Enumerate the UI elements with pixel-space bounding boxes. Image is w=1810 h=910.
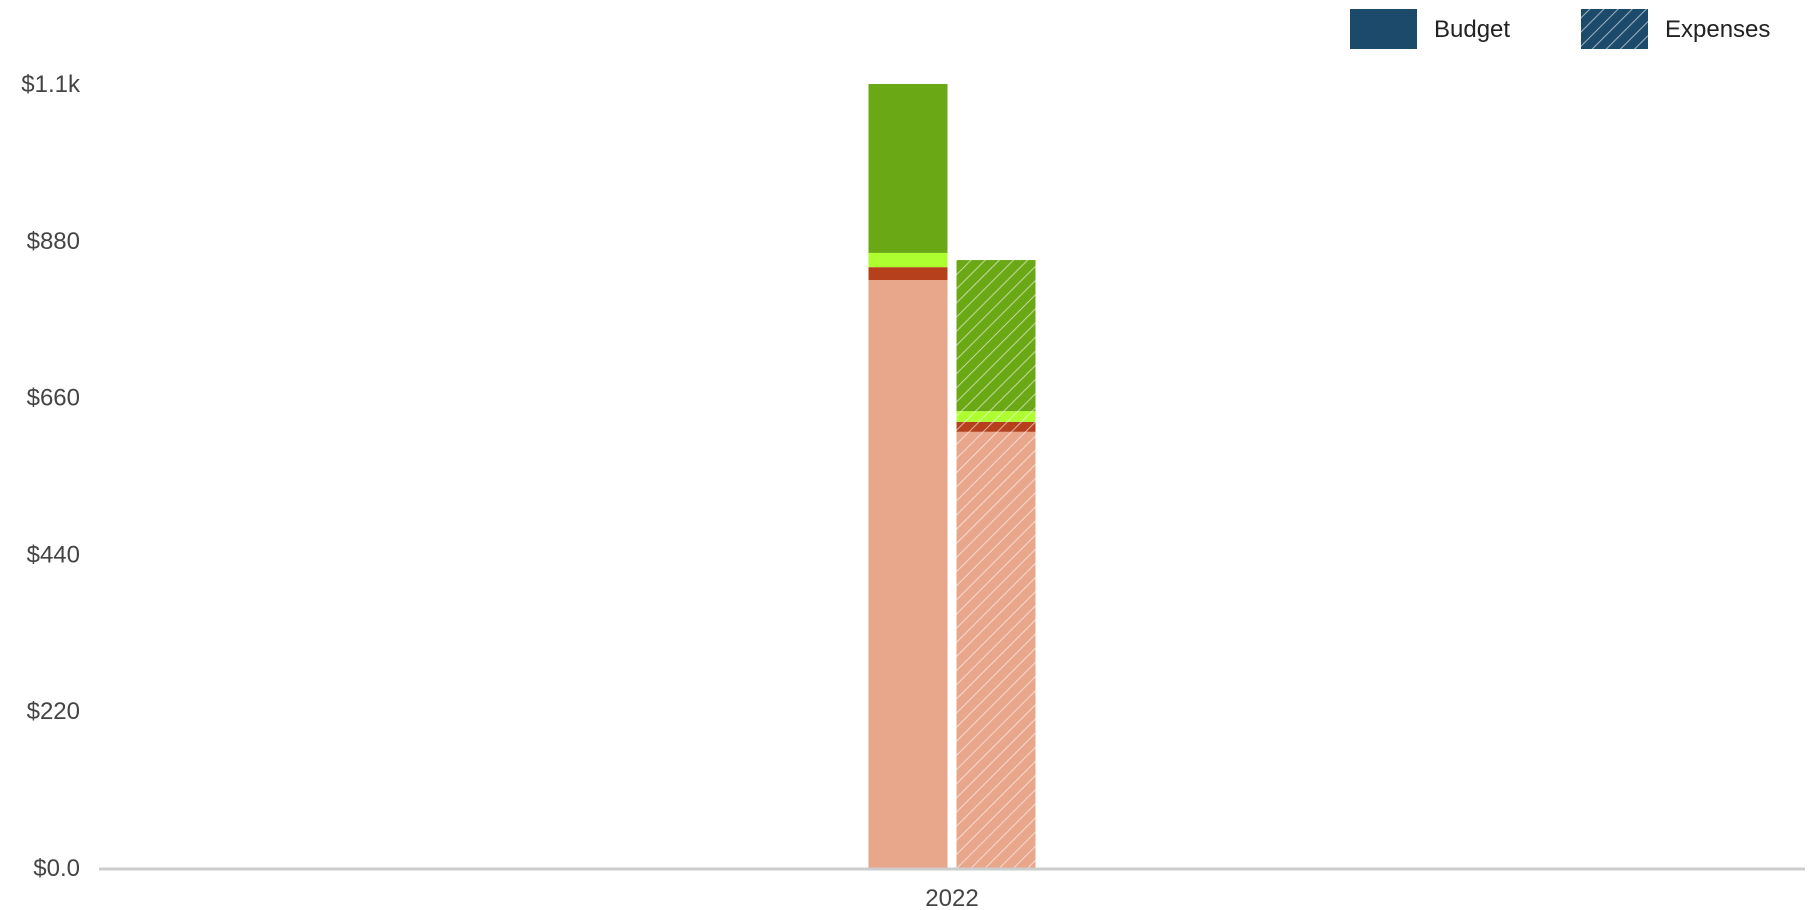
bar-segment-budget	[868, 280, 948, 868]
bar-segment-budget	[868, 84, 948, 253]
bar-segment-expenses	[956, 421, 1036, 432]
bar-segment-budget	[868, 267, 948, 280]
bar-segment-budget	[868, 252, 948, 268]
y-tick-label: $660	[27, 385, 80, 412]
bar-segment-expenses	[956, 431, 1036, 868]
x-axis: 2022	[925, 885, 978, 910]
y-tick-label: $440	[27, 541, 80, 568]
y-tick-label: $1.1k	[21, 71, 81, 98]
y-tick-label: $0.0	[33, 855, 80, 882]
legend-label-budget: Budget	[1434, 16, 1510, 43]
legend: Budget Expenses	[1350, 9, 1770, 49]
bars	[868, 84, 1036, 868]
x-tick-label: 2022	[925, 885, 978, 910]
bar-segment-expenses	[956, 260, 1036, 412]
bar-segment-expenses	[956, 411, 1036, 422]
y-tick-label: $880	[27, 228, 80, 255]
legend-swatch-expenses	[1581, 9, 1648, 49]
legend-label-expenses: Expenses	[1665, 16, 1770, 43]
y-axis: $0.0 $220 $440 $660 $880 $1.1k	[21, 71, 81, 882]
y-tick-label: $220	[27, 698, 80, 725]
legend-swatch-budget	[1350, 9, 1417, 49]
